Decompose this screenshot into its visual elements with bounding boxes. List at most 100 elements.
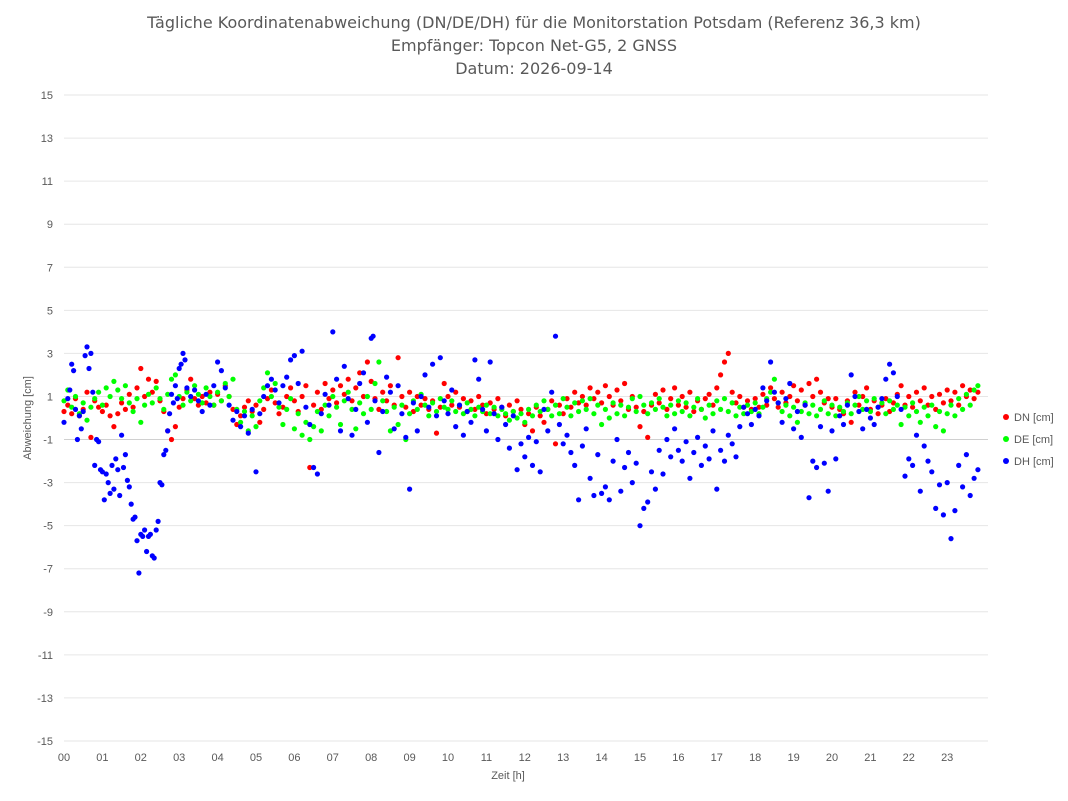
data-point bbox=[641, 408, 647, 415]
data-point bbox=[549, 398, 555, 404]
legend-label: DE [cm] bbox=[1014, 434, 1053, 446]
data-point bbox=[864, 398, 870, 404]
data-point bbox=[906, 393, 912, 400]
data-point bbox=[579, 443, 586, 449]
data-point bbox=[595, 452, 601, 458]
data-point bbox=[142, 402, 148, 408]
data-point bbox=[272, 400, 278, 406]
data-point bbox=[149, 400, 155, 406]
data-point bbox=[710, 428, 716, 434]
data-point bbox=[760, 391, 766, 397]
data-point bbox=[84, 389, 90, 395]
data-point bbox=[933, 406, 939, 412]
data-point bbox=[353, 426, 359, 432]
data-point bbox=[545, 428, 551, 434]
data-point bbox=[503, 421, 509, 428]
data-point bbox=[810, 458, 816, 464]
data-point bbox=[130, 408, 136, 415]
data-point bbox=[679, 408, 685, 415]
data-point bbox=[426, 413, 432, 419]
x-tick-label: 16 bbox=[672, 752, 684, 764]
data-point bbox=[599, 421, 605, 428]
data-point bbox=[506, 402, 512, 408]
data-point bbox=[771, 376, 778, 382]
data-point bbox=[771, 389, 778, 395]
data-point bbox=[683, 404, 689, 410]
data-point bbox=[956, 462, 962, 468]
data-point bbox=[610, 400, 616, 406]
data-point bbox=[364, 359, 370, 365]
y-tick-label: 9 bbox=[47, 219, 53, 231]
data-point bbox=[168, 376, 175, 382]
data-point bbox=[464, 408, 470, 415]
data-point bbox=[268, 387, 274, 393]
data-point bbox=[948, 398, 954, 404]
data-point bbox=[188, 376, 194, 382]
data-point bbox=[844, 402, 851, 408]
data-point bbox=[318, 406, 324, 412]
data-point bbox=[817, 424, 824, 430]
data-point bbox=[856, 393, 862, 400]
y-tick-label: -3 bbox=[43, 478, 53, 490]
data-point bbox=[837, 413, 843, 419]
data-point bbox=[518, 406, 524, 412]
data-point bbox=[167, 411, 173, 417]
data-point bbox=[119, 396, 125, 402]
data-point bbox=[337, 421, 344, 428]
data-point bbox=[326, 413, 332, 419]
data-point bbox=[552, 333, 559, 339]
data-point bbox=[737, 393, 743, 400]
data-point bbox=[460, 411, 466, 417]
data-point bbox=[291, 426, 297, 432]
data-point bbox=[268, 376, 274, 382]
data-point bbox=[445, 406, 451, 412]
data-point bbox=[748, 421, 755, 428]
data-point bbox=[384, 398, 390, 404]
x-axis-ticks: 00 01 02 03 04 05 06 07 08 09 10 11 12 13 14 15 16 17 18 19… bbox=[58, 752, 953, 764]
data-point bbox=[833, 456, 839, 462]
data-point bbox=[606, 393, 612, 400]
data-point bbox=[560, 396, 566, 402]
data-point bbox=[840, 408, 847, 415]
data-point bbox=[744, 398, 751, 404]
data-point bbox=[295, 411, 301, 417]
data-point bbox=[207, 402, 213, 408]
data-point bbox=[526, 434, 532, 440]
data-point bbox=[583, 406, 589, 412]
data-point bbox=[779, 408, 785, 415]
data-point bbox=[199, 400, 205, 406]
data-point bbox=[691, 449, 697, 456]
data-point bbox=[491, 411, 497, 417]
data-point bbox=[752, 396, 758, 402]
data-point bbox=[775, 404, 781, 410]
data-point bbox=[733, 413, 739, 419]
data-point bbox=[257, 411, 263, 417]
data-point bbox=[280, 383, 286, 389]
data-point bbox=[456, 402, 463, 408]
data-point bbox=[883, 376, 889, 382]
data-point bbox=[952, 508, 958, 514]
data-point bbox=[837, 404, 843, 410]
data-point bbox=[464, 400, 470, 406]
data-point bbox=[122, 383, 128, 389]
data-point bbox=[69, 404, 75, 410]
data-point bbox=[380, 398, 386, 404]
data-point bbox=[403, 434, 409, 440]
data-point bbox=[445, 393, 451, 400]
data-point bbox=[476, 393, 482, 400]
data-point bbox=[422, 372, 428, 378]
x-tick-label: 03 bbox=[173, 752, 185, 764]
data-point bbox=[357, 370, 363, 376]
data-point bbox=[798, 434, 804, 440]
data-point bbox=[956, 402, 962, 408]
data-point bbox=[188, 393, 194, 400]
data-point bbox=[702, 443, 708, 449]
data-point bbox=[645, 434, 651, 440]
data-point bbox=[276, 400, 282, 406]
data-point bbox=[864, 385, 870, 391]
data-point bbox=[794, 398, 801, 404]
data-point bbox=[679, 393, 685, 400]
data-point bbox=[633, 408, 639, 415]
data-point bbox=[756, 404, 762, 410]
data-point bbox=[529, 428, 536, 434]
